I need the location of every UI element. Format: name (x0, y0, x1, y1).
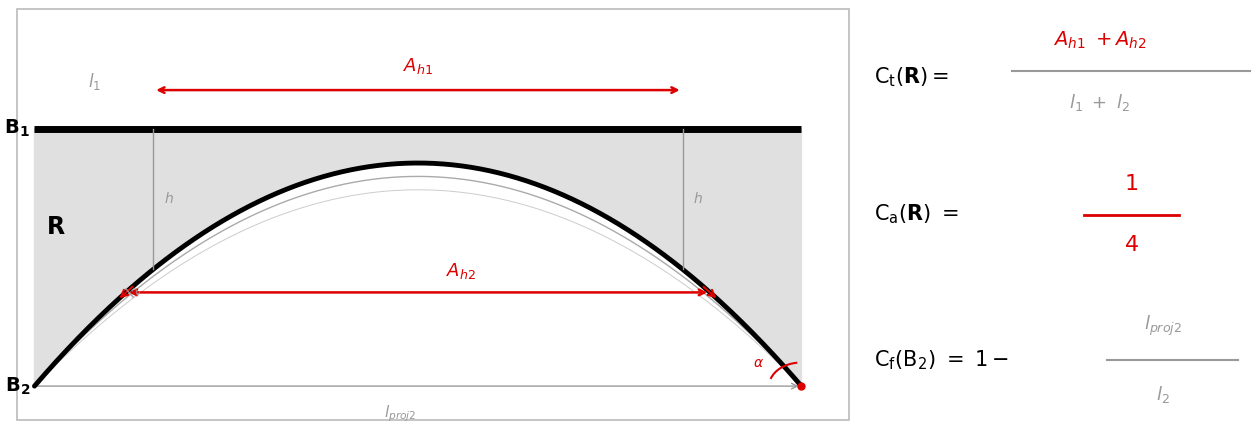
Text: $l_{proj2}$: $l_{proj2}$ (385, 404, 416, 424)
Text: $h$: $h$ (693, 191, 703, 206)
Text: $l_1$: $l_1$ (88, 71, 102, 92)
Text: $A_{h1}\ +A_{h2}$: $A_{h1}\ +A_{h2}$ (1053, 30, 1146, 51)
Polygon shape (34, 129, 801, 386)
Text: $\mathrm{C_a(}$$\mathbf{R}$$\mathrm{)\ =}$: $\mathrm{C_a(}$$\mathbf{R}$$\mathrm{)\ =… (873, 202, 959, 227)
Text: $l_2$: $l_2$ (1156, 384, 1170, 405)
Text: $4$: $4$ (1123, 235, 1138, 254)
Text: $l_2$: $l_2$ (122, 281, 145, 302)
Text: $\mathbf{R}$: $\mathbf{R}$ (47, 215, 65, 239)
Text: $\mathbf{B_1}$: $\mathbf{B_1}$ (5, 118, 30, 139)
Text: $h$: $h$ (164, 191, 174, 206)
Text: $l_{proj2}$: $l_{proj2}$ (1144, 314, 1183, 338)
Text: $\mathrm{C_f(B_2)\ =\ 1-}$: $\mathrm{C_f(B_2)\ =\ 1-}$ (873, 348, 1009, 372)
Text: $\alpha$: $\alpha$ (752, 356, 764, 369)
Text: $A_{h1}$: $A_{h1}$ (403, 57, 433, 76)
Text: $\mathrm{C_t(}$$\mathbf{R}$$\mathrm{)=}$: $\mathrm{C_t(}$$\mathbf{R}$$\mathrm{)=}$ (873, 65, 949, 89)
Text: $\mathbf{B_2}$: $\mathbf{B_2}$ (5, 375, 30, 397)
Text: $A_{h2}$: $A_{h2}$ (447, 261, 476, 281)
Text: $l_1\ +\ l_2$: $l_1\ +\ l_2$ (1069, 92, 1130, 112)
Text: $1$: $1$ (1125, 175, 1138, 194)
